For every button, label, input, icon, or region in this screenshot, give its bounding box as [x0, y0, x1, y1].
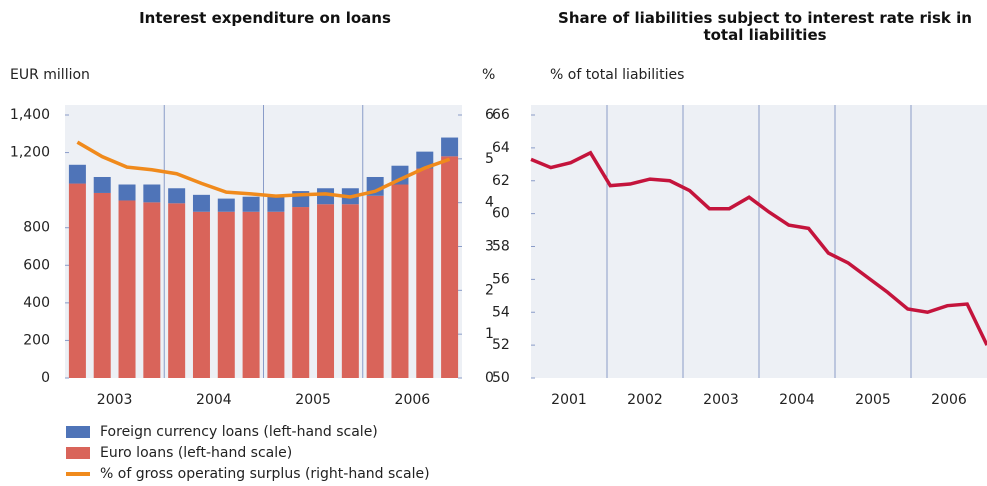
- bar-segment: [242, 211, 260, 378]
- y-tick-label: 64: [492, 140, 510, 156]
- bar-segment: [366, 195, 384, 378]
- x-tick-label: 2004: [779, 392, 815, 408]
- bar-segment: [217, 211, 235, 378]
- legend-label: Euro loans (left-hand scale): [100, 445, 292, 461]
- y-tick-label: 58: [492, 239, 510, 255]
- x-tick-label: 2005: [855, 392, 891, 408]
- bar-segment: [391, 184, 409, 378]
- x-tick-label: 2006: [395, 392, 431, 408]
- bar-segment: [68, 164, 86, 184]
- x-tick-label: 2004: [196, 392, 232, 408]
- y2-tick-label: 3: [485, 239, 494, 255]
- y2-axis-label: %: [482, 67, 495, 83]
- bar-segment: [341, 204, 359, 378]
- bar-segment: [118, 200, 136, 378]
- bar-segment: [267, 211, 285, 378]
- bar-segment: [441, 137, 459, 157]
- bar-segment: [317, 204, 335, 378]
- y-tick-label: 56: [492, 271, 510, 287]
- x-tick-label: 2003: [703, 392, 739, 408]
- chart-title: Interest expenditure on loans: [139, 9, 391, 27]
- bar-segment: [317, 188, 335, 205]
- y2-tick-label: 5: [485, 151, 494, 167]
- bar-segment: [416, 168, 434, 378]
- y-tick-label: 0: [41, 370, 50, 386]
- line-series: [530, 150, 987, 346]
- bar-segment: [68, 183, 86, 378]
- bar-segment: [416, 151, 434, 169]
- y-tick-label: 52: [492, 337, 510, 353]
- y2-tick-label: 0: [485, 370, 494, 386]
- line-series: [76, 140, 451, 199]
- bar-segment: [143, 184, 161, 203]
- x-tick-label: 2001: [551, 392, 587, 408]
- y-tick-label: 50: [492, 370, 510, 386]
- y-tick-label: 1,400: [10, 107, 50, 123]
- x-tick-label: 2005: [295, 392, 331, 408]
- bar-segment: [292, 207, 310, 378]
- bar-segment: [118, 184, 136, 201]
- y-tick-label: 1,200: [10, 145, 50, 161]
- bar-segment: [242, 196, 260, 212]
- bar-segment: [143, 202, 161, 378]
- bar-segment: [93, 176, 111, 193]
- chart-title: Share of liabilities subject to interest…: [558, 9, 972, 44]
- y-tick-label: 400: [23, 295, 50, 311]
- y2-tick-label: 2: [485, 282, 494, 298]
- y-tick-label: 600: [23, 257, 50, 273]
- y-tick-label: 200: [23, 332, 50, 348]
- y-tick-label: 60: [492, 206, 510, 222]
- y-tick-label: 800: [23, 220, 50, 236]
- x-tick-label: 2006: [931, 392, 967, 408]
- y2-tick-label: 4: [485, 195, 494, 211]
- y-axis-label: EUR million: [10, 67, 90, 83]
- bar-segment: [192, 194, 210, 212]
- y-axis-label: % of total liabilities: [550, 67, 684, 83]
- y2-tick-label: 1: [485, 326, 494, 342]
- bar-segment: [217, 198, 235, 212]
- legend-swatch: [66, 447, 90, 459]
- legend-swatch: [66, 426, 90, 438]
- bar-segment: [168, 188, 186, 204]
- y-tick-label: 54: [492, 304, 510, 320]
- y-tick-label: 62: [492, 173, 510, 189]
- legend-label: % of gross operating surplus (right-hand…: [100, 466, 430, 482]
- legend-label: Foreign currency loans (left-hand scale): [100, 424, 378, 440]
- x-tick-label: 2002: [627, 392, 663, 408]
- bar-segment: [441, 156, 459, 378]
- bar-segment: [192, 211, 210, 378]
- y2-tick-label: 6: [485, 107, 494, 123]
- bar-segment: [93, 192, 111, 378]
- x-tick-label: 2003: [97, 392, 133, 408]
- y-tick-label: 66: [492, 107, 510, 123]
- bar-segment: [168, 203, 186, 378]
- bar-segment: [267, 196, 285, 212]
